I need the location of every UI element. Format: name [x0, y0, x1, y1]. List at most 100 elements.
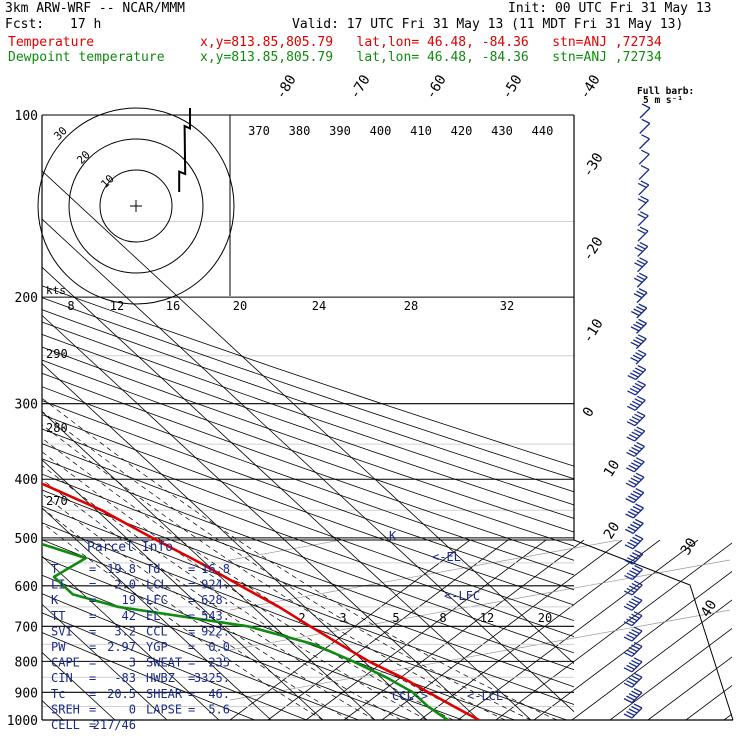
mixing-ratio-label-lower: 5 — [392, 611, 399, 625]
lower-dry-adiabat — [229, 540, 621, 611]
wind-barb-flag — [637, 182, 647, 189]
wind-barb — [624, 564, 643, 581]
wind-barb — [637, 195, 649, 211]
mixing-ratio-label-lower: 20 — [538, 611, 552, 625]
wind-barb-flag — [626, 695, 635, 701]
wind-barb-flag — [641, 134, 650, 140]
parcel-value: 3.2 — [114, 624, 136, 638]
parcel-eq: = — [89, 593, 96, 607]
isotherm-label: -20 — [580, 234, 607, 264]
wind-barb-flag — [633, 611, 643, 617]
wind-barb-flag — [627, 390, 636, 396]
theta-e-label: 370 — [248, 124, 270, 138]
forecast-label: Fcst: — [5, 17, 45, 32]
parcel-eq: = — [188, 656, 195, 670]
parcel-eq: = — [188, 562, 195, 576]
wind-barb-flag — [623, 713, 633, 719]
wind-barb-flag — [633, 657, 643, 663]
wind-barb-flag — [635, 305, 645, 312]
parcel-eq: = — [188, 671, 195, 685]
isotherm-label: 30 — [678, 535, 701, 558]
isotherm — [42, 555, 220, 720]
parcel-eq: = — [89, 609, 96, 623]
wind-barb-staff — [639, 122, 651, 134]
wind-barb-flag — [634, 518, 644, 524]
wind-barb-flag — [631, 659, 640, 665]
dry-adiabat — [42, 346, 574, 533]
wind-barb-flag — [628, 585, 638, 591]
wind-barb-flag — [635, 503, 644, 509]
wind-barb-flag — [626, 405, 636, 411]
parcel-key: LAPSE — [146, 702, 182, 716]
moist-adiabat — [42, 410, 532, 720]
theta-e-label: 440 — [532, 124, 554, 138]
wind-barb — [626, 395, 646, 411]
wind-barb-flag — [636, 441, 645, 448]
parcel-value: 235 — [208, 656, 230, 670]
wind-barb-flag — [629, 523, 639, 529]
lower-isotherm — [419, 540, 661, 720]
parcel-value: 46. — [208, 687, 230, 701]
parcel-key: CCL — [146, 624, 168, 638]
wind-barb-flag — [627, 495, 637, 501]
isotherm-label: -30 — [580, 150, 607, 180]
theta-e-label: 390 — [329, 124, 351, 138]
lower-isotherm — [647, 656, 732, 720]
parcel-value: 543. — [201, 609, 230, 623]
lower-isotherm — [723, 713, 732, 720]
wind-barb — [624, 518, 644, 534]
parcel-value: 20.5 — [107, 687, 136, 701]
isotherm — [42, 603, 168, 720]
wind-barb — [626, 441, 645, 458]
wind-barb-flag — [631, 598, 640, 604]
wind-barb-flag — [632, 490, 642, 496]
hodograph-ring — [99, 169, 173, 243]
parcel-value: 0 — [129, 702, 136, 716]
dry-adiabat — [42, 593, 359, 720]
wind-barb — [630, 303, 648, 319]
parcel-key: CELL — [51, 718, 80, 732]
pressure-label-700: 700 — [15, 620, 38, 635]
wind-barb-flag — [632, 385, 641, 391]
mixing-ratio-label-lower: 8 — [439, 611, 446, 625]
wind-barb-flag — [633, 595, 643, 601]
wind-barb — [627, 364, 647, 381]
moist-adiabat — [42, 397, 558, 720]
dry-adiabat — [42, 386, 574, 576]
wind-barb-flag — [626, 451, 635, 458]
isotherm-label: -70 — [347, 72, 374, 102]
pressure-label-200: 200 — [15, 291, 38, 306]
wind-barb — [624, 534, 644, 550]
wind-barb-flag — [635, 352, 644, 358]
wind-barb-flag — [631, 416, 641, 422]
valid-time: Valid: 17 UTC Fri 31 May 13 (11 MDT Fri … — [292, 17, 684, 32]
wind-barb — [637, 226, 649, 242]
parcel-eq: = — [188, 687, 195, 701]
isotherm-label: -60 — [423, 72, 450, 102]
wind-barb-flag — [639, 211, 649, 217]
wind-barb-flag — [637, 334, 647, 340]
wind-barb — [623, 703, 643, 719]
parcel-value: 5.6 — [208, 702, 230, 716]
wind-barb-flag — [626, 603, 635, 609]
theta-e-label: 430 — [491, 124, 513, 138]
parcel-value: 2.97 — [107, 640, 136, 654]
parcel-eq: = — [89, 578, 96, 592]
wind-barb-staff — [637, 246, 649, 257]
theta-label: 280 — [46, 421, 68, 435]
wind-barb — [630, 318, 647, 334]
wind-barb-flag — [631, 675, 640, 681]
parcel-value: 0.0 — [208, 640, 230, 654]
wind-barb-flag — [628, 600, 638, 606]
parcel-eq: = — [188, 609, 195, 623]
wind-barb-staff — [638, 199, 649, 211]
dry-adiabat — [42, 285, 574, 467]
parcel-eq: = — [89, 562, 96, 576]
isotherm — [0, 115, 11, 720]
isotherm — [42, 314, 480, 720]
parcel-key: Tc — [51, 687, 65, 701]
wind-barb-flag — [640, 164, 650, 171]
wind-barb-staff — [638, 153, 650, 165]
wind-barb-flag — [628, 708, 638, 714]
wind-barb-flag — [630, 493, 640, 499]
